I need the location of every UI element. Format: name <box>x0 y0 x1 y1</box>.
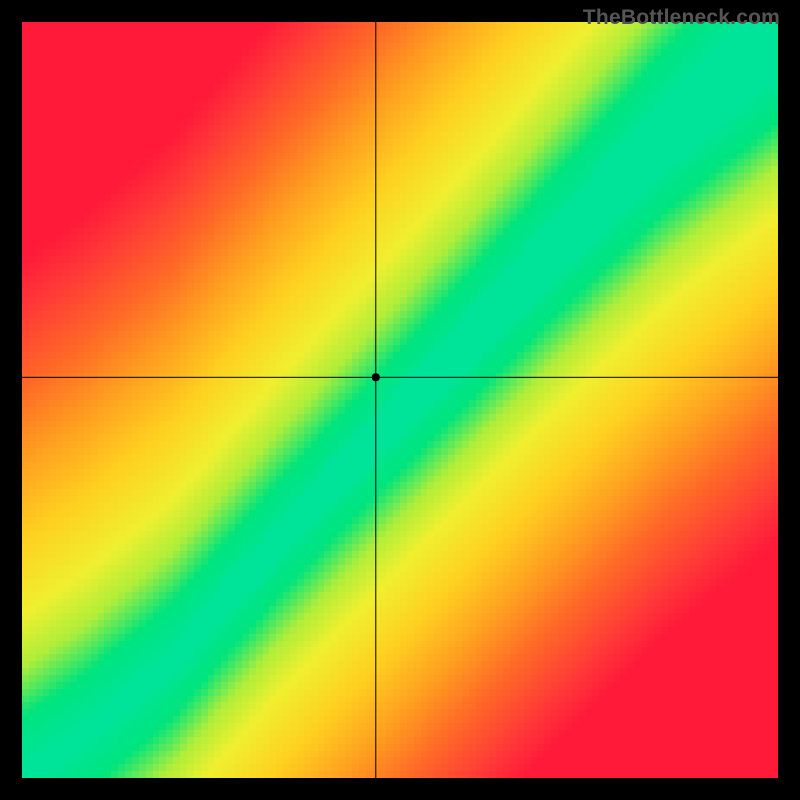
chart-frame: TheBottleneck.com <box>0 0 800 800</box>
bottleneck-heatmap <box>22 22 778 778</box>
watermark-text: TheBottleneck.com <box>583 6 780 30</box>
